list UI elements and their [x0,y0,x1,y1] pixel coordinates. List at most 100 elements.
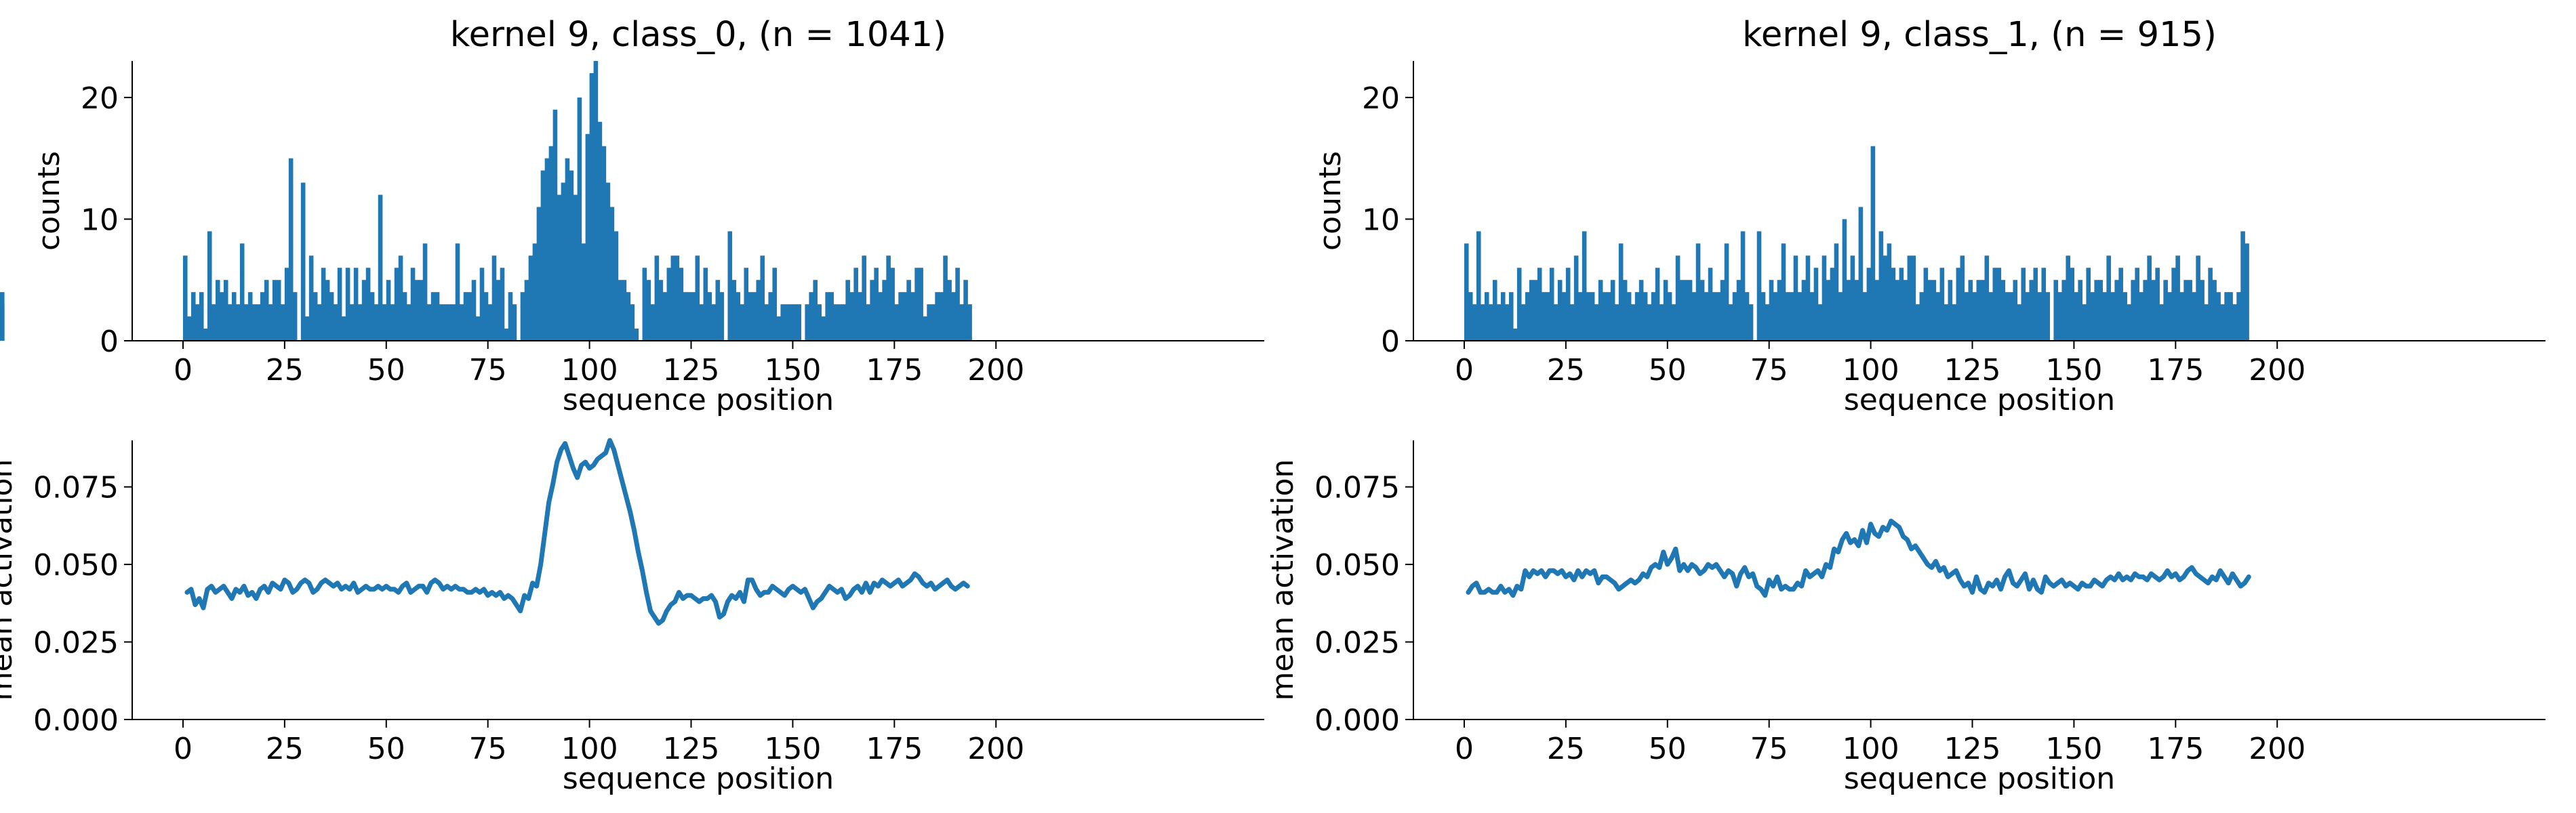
histogram-bar [2159,304,2164,341]
histogram-bar [410,268,416,341]
x-tick-label: 125 [663,732,720,766]
x-tick-label: 150 [764,353,821,388]
histogram-bar [247,292,253,341]
histogram-bar [1968,280,1973,341]
histogram-bar [2175,255,2180,341]
histogram-bar [565,158,570,341]
x-tick-label: 175 [2147,353,2204,388]
histogram-bar [919,268,923,341]
histogram-bar [1590,292,1595,341]
histogram-bar [736,292,741,341]
histogram-bar [329,292,334,341]
histogram-bar [357,304,363,341]
histogram-bar [1472,304,1477,341]
histogram-bar [1809,292,1815,341]
histogram-bar [1838,292,1843,341]
histogram-bar [963,280,968,341]
histogram-bar [2171,268,2176,341]
y-axis-label: mean activation [0,459,19,701]
histogram-bar [715,280,721,341]
histogram-bar [2094,280,2099,341]
x-tick-label: 125 [1944,732,2001,766]
histogram-bar [1891,268,1896,341]
y-tick-label: 0.025 [1314,626,1400,661]
x-tick-label: 0 [1455,732,1474,766]
histogram-bar [369,292,375,341]
histogram-bar [231,292,237,341]
histogram-bar [2009,292,2014,341]
histogram-bar [613,231,619,341]
histogram-bar [1671,304,1676,341]
histogram-bar [662,292,668,341]
histogram-bar [203,329,208,341]
histogram-bar [1923,268,1929,341]
histogram-bar [1468,292,1473,341]
histogram-bar [1691,292,1697,341]
histogram-class-1-panel: 0 25 50 75 100 125 150 175 200 0 10 20 sequence posi… [1313,15,2545,417]
histogram-bar [2114,280,2119,341]
histogram-bar [1630,304,1636,341]
x-tick-label: 50 [1649,353,1687,388]
histogram-bar [1679,280,1685,341]
x-tick-label: 100 [1843,732,1899,766]
x-axis-label: sequence position [1844,383,2115,417]
histogram-bar [1655,268,1660,341]
histogram-bar [1695,243,1701,341]
histogram-bar [1903,280,1908,341]
histogram-bar [1826,280,1831,341]
histogram-bar [361,280,367,341]
histogram-bar [496,280,501,341]
histogram-bar [475,316,481,341]
histogram-bar [1960,255,1965,341]
histogram-bar [235,304,241,341]
histogram-bar [597,121,603,341]
histogram-bar [910,292,915,341]
histogram-bar [284,268,289,341]
histogram-bar [2005,292,2010,341]
histogram-bar [382,304,387,341]
histogram-bar [748,292,753,341]
histogram-bar [418,280,424,341]
histogram-bar [1744,292,1750,341]
histogram-bar [483,292,489,341]
histogram-bar [967,304,972,341]
histogram-bar [215,280,220,341]
histogram-bar [447,304,452,341]
histogram-bar [772,268,778,341]
histogram-bar [1716,292,1721,341]
histogram-bar [878,292,883,341]
histogram-bar [1773,292,1778,341]
histogram-bar [227,304,233,341]
histogram-bar [1638,280,1644,341]
histogram-bar [1988,292,1994,341]
histogram-bar [1634,292,1640,341]
histogram-bar [683,292,688,341]
mean-activation-line [184,438,970,626]
histogram-bar [394,268,399,341]
histogram-bar [471,280,477,341]
histogram-bar [504,329,509,341]
histogram-bar [707,292,712,341]
histogram-bar [959,304,964,341]
histogram-bar [1939,268,1945,341]
x-tick-label: 25 [1547,732,1585,766]
histogram-bar [1842,219,1847,341]
histogram-bar [260,292,265,341]
histogram-bar [1525,292,1530,341]
histogram-bar [268,304,273,341]
histogram-bar [1667,292,1672,341]
histogram-bar [2212,280,2217,341]
y-tick-label: 0.075 [33,471,119,505]
histogram-bar [890,268,895,341]
histogram-bar [1948,280,1953,341]
histogram-bar [317,304,322,341]
histogram-bar [540,170,546,341]
histogram-bar [634,329,639,341]
histogram-bar [825,292,830,341]
histogram-bar [2204,304,2209,341]
histogram-bar [1984,255,1990,341]
histogram-bar [1740,231,1746,341]
histogram-bar [2037,292,2042,341]
histogram-bar [1647,304,1652,341]
histogram-bar [691,292,696,341]
